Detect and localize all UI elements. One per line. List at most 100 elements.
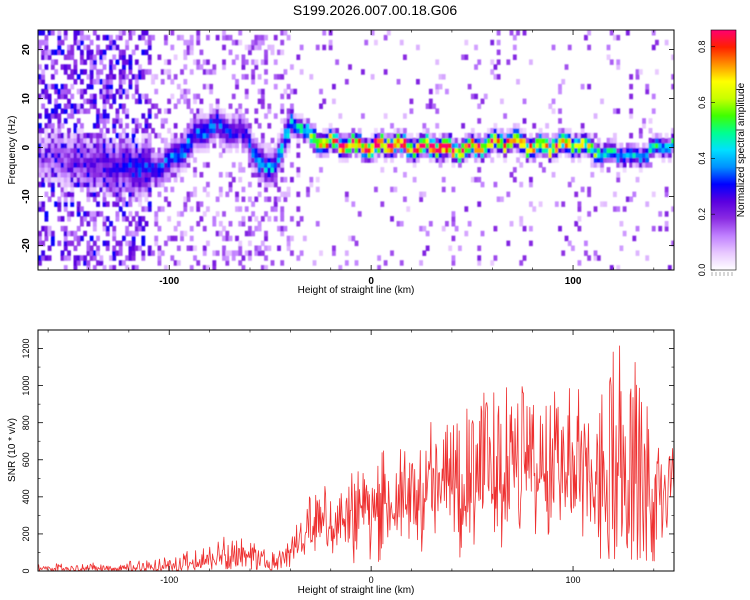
spectrogram-cell: [273, 206, 278, 212]
spectrogram-cell: [57, 201, 62, 207]
spectrogram-cell: [548, 152, 553, 158]
spectrogram-cell: [144, 221, 149, 227]
spectrogram-cell: [525, 152, 530, 158]
spectrogram-cell: [183, 201, 188, 207]
spectrogram-cell: [564, 137, 569, 144]
spectrogram-cell: [115, 34, 120, 41]
spectrogram-cell: [254, 172, 259, 178]
spectrogram-cell: [435, 152, 440, 158]
spectrogram-cell: [451, 137, 456, 144]
spectrogram-cell: [170, 137, 175, 144]
spectrogram-cell: [286, 34, 291, 41]
spectrogram-cell: [202, 118, 207, 124]
spectrogram-cell: [183, 39, 188, 46]
spectrogram-cell: [619, 157, 624, 163]
spectrogram-cell: [238, 113, 243, 119]
spectrogram-cell: [125, 157, 130, 163]
spectrogram-cell: [118, 34, 123, 41]
spectrogram-cell: [199, 132, 204, 139]
spectrogram-cell: [147, 34, 152, 41]
spectrogram-cell: [89, 74, 94, 80]
spectrogram-cell: [86, 176, 91, 183]
spectrogram-cell: [70, 93, 75, 100]
spectrogram-cell: [147, 108, 152, 114]
spectrogram-cell: [47, 167, 52, 173]
spectrogram-cell: [561, 250, 566, 256]
spectrogram-cell: [57, 30, 62, 36]
spectrogram-cell: [251, 230, 256, 237]
spectrogram-cell: [112, 54, 117, 60]
spectrogram-cell: [396, 132, 401, 139]
spectrogram-cell: [128, 157, 133, 163]
spectrogram-cell: [251, 152, 256, 158]
spectrogram-cell: [264, 34, 268, 41]
spectrogram-cell: [147, 191, 152, 198]
spectrogram-cell: [89, 132, 94, 139]
spectrogram-cell: [99, 54, 104, 60]
spectrogram-cell: [277, 162, 281, 168]
spectrogram-cell: [490, 132, 495, 139]
spectrogram-cell: [454, 152, 459, 158]
spectrogram-cell: [231, 250, 236, 256]
spectrogram-cell: [115, 191, 120, 198]
spectrogram-cell: [451, 211, 456, 217]
spectrogram-cell: [357, 147, 362, 154]
spectrogram-cell: [354, 142, 359, 149]
spectrogram-cell: [50, 167, 55, 173]
spectrogram-cell: [354, 152, 359, 158]
spectrogram-cell: [428, 137, 433, 144]
spectrogram-cell: [409, 108, 414, 114]
spectrogram-cell: [131, 147, 136, 154]
spectrogram-cell: [306, 137, 310, 144]
spectrogram-cell: [593, 152, 598, 158]
spectrogram-cell: [458, 142, 462, 149]
spectrogram-cell: [354, 147, 359, 154]
spectrogram-cell: [280, 93, 285, 100]
spectrogram-cell: [283, 137, 288, 144]
spectrogram-cell: [134, 186, 139, 193]
spectrogram-cell: [438, 162, 443, 168]
spectrogram-cell: [399, 147, 404, 154]
spectrogram-cell: [380, 167, 385, 173]
spectrogram-cell: [54, 132, 59, 139]
spectrogram-cell: [506, 240, 511, 247]
spectrogram-cell: [441, 186, 446, 193]
spectrogram-cell: [228, 34, 233, 41]
spectrogram-cell: [467, 152, 472, 158]
spectrogram-cell: [196, 108, 201, 114]
spectrogram-cell: [474, 152, 478, 158]
spectrogram-cell: [60, 108, 65, 114]
spectrogram-cell: [92, 191, 97, 198]
spectrogram-cell: [451, 235, 456, 242]
spectrogram-cell: [587, 191, 592, 198]
spectrogram-cell: [96, 172, 100, 178]
spectrogram-cell: [96, 79, 100, 85]
spectrogram-cell: [264, 162, 268, 168]
spectrogram-cell: [154, 211, 159, 217]
spectrogram-cell: [283, 123, 288, 129]
spectrogram-cell: [86, 196, 91, 202]
spectrogram-cell: [396, 137, 401, 144]
spectrogram-cell: [477, 260, 482, 266]
spectrogram-cell: [147, 44, 152, 51]
spectrogram-cell: [202, 69, 207, 75]
spectrogram-cell: [312, 147, 317, 154]
spectrogram-cell: [96, 123, 100, 129]
spectrogram-cell: [580, 128, 585, 134]
spectrogram-cell: [73, 260, 78, 266]
spectrogram-cell: [193, 191, 197, 198]
spectrogram-cell: [613, 157, 617, 163]
spectrogram-cell: [54, 172, 59, 178]
spectrogram-cell: [244, 132, 249, 139]
spectrogram-cell: [63, 167, 68, 173]
spectrogram-cell: [273, 216, 278, 222]
spectrogram-cell: [432, 142, 436, 149]
spectrogram-cell: [419, 142, 424, 149]
spectrogram-cell: [238, 137, 243, 144]
spectrogram-cell: [67, 142, 71, 149]
spectrogram-cell: [280, 230, 285, 237]
spectrogram-cell: [222, 137, 226, 144]
spectrogram-cell: [202, 132, 207, 139]
spectrogram-cell: [80, 123, 84, 129]
